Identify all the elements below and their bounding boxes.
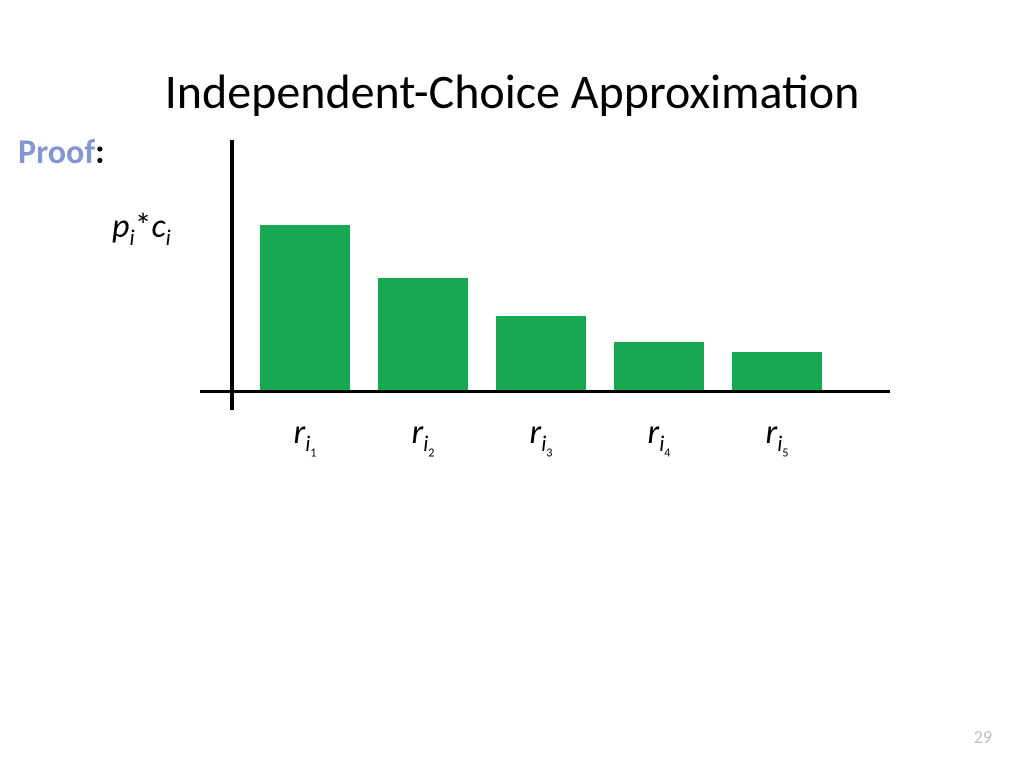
proof-colon: : <box>95 132 104 173</box>
proof-label: Proof: <box>18 132 104 173</box>
slide-title: Independent-Choice Approximation <box>0 62 1024 121</box>
bar <box>496 316 586 390</box>
bar <box>260 225 350 390</box>
proof-word: Proof <box>18 132 95 173</box>
x-tick-label: ri5 <box>732 412 822 460</box>
ylabel-c: c <box>152 206 166 247</box>
x-tick-label: ri2 <box>378 412 468 460</box>
y-axis-label: pi*ci <box>112 206 171 251</box>
bar-chart: ri1ri2ri3ri4ri5 <box>230 140 890 390</box>
page-number: 29 <box>974 726 992 748</box>
ylabel-p: p <box>112 206 129 247</box>
bar <box>614 342 704 390</box>
y-axis <box>230 140 234 410</box>
ylabel-c-sub: i <box>166 224 171 251</box>
bar <box>378 278 468 390</box>
x-tick-label: ri3 <box>496 412 586 460</box>
x-tick-label: ri4 <box>614 412 704 460</box>
slide: Independent-Choice Approximation Proof: … <box>0 0 1024 768</box>
x-axis <box>200 390 890 393</box>
x-tick-label: ri1 <box>260 412 350 460</box>
bar <box>732 352 822 390</box>
ylabel-op: * <box>135 206 152 247</box>
